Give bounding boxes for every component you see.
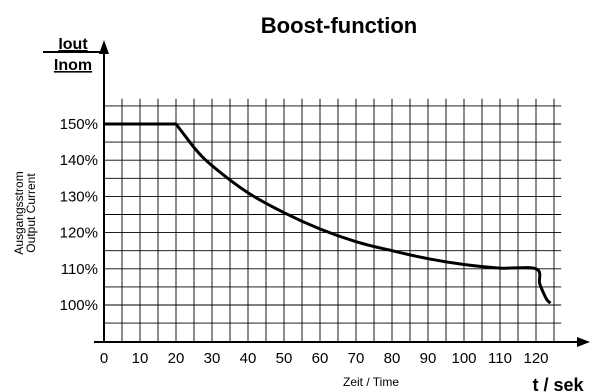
- y-tick-label: 130%: [60, 188, 98, 205]
- x-tick-label: 100: [451, 350, 476, 367]
- x-tick-label: 110: [488, 350, 512, 367]
- y-tick-label: 120%: [60, 225, 98, 242]
- y-tick-label: 110%: [61, 261, 98, 278]
- chart-title: Boost-function: [261, 13, 417, 38]
- boost-curve: [104, 122, 552, 305]
- x-tick-label: 0: [100, 350, 108, 367]
- x-tick-label: 80: [384, 350, 401, 367]
- x-tick-label: 90: [420, 350, 437, 367]
- x-tick-label: 40: [240, 350, 257, 367]
- y-label-denominator: Inom: [54, 57, 92, 74]
- x-tick-label: 120: [523, 350, 548, 367]
- y-label-side-en: Output Current: [24, 173, 38, 253]
- y-tick-label: 100%: [60, 297, 98, 314]
- y-label-numerator: Iout: [58, 36, 88, 53]
- y-label-side-de: Ausgangsstrom: [12, 171, 26, 254]
- x-tick-labels: 0 10 20 30 40 50 60 70 80 90 100 110 120: [100, 350, 549, 367]
- y-tick-label: 150%: [60, 116, 98, 133]
- x-tick-label: 70: [348, 350, 365, 367]
- x-axis-arrow: [577, 337, 590, 347]
- x-tick-label: 10: [132, 350, 149, 367]
- x-axis-label: Zeit / Time: [343, 375, 399, 389]
- y-axis-arrow: [99, 40, 109, 54]
- y-tick-labels: 100% 110% 120% 130% 140% 150%: [60, 116, 98, 314]
- x-tick-label: 30: [204, 350, 221, 367]
- x-tick-label: 50: [276, 350, 293, 367]
- x-tick-label: 20: [168, 350, 185, 367]
- x-tick-label: 60: [312, 350, 329, 367]
- y-tick-label: 140%: [60, 152, 98, 169]
- grid: [104, 98, 562, 342]
- x-axis-unit: t / sek: [532, 375, 584, 392]
